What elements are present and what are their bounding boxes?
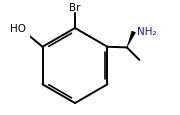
Polygon shape bbox=[127, 32, 136, 48]
Text: Br: Br bbox=[69, 3, 81, 13]
Text: NH₂: NH₂ bbox=[137, 26, 156, 36]
Text: HO: HO bbox=[10, 24, 26, 34]
